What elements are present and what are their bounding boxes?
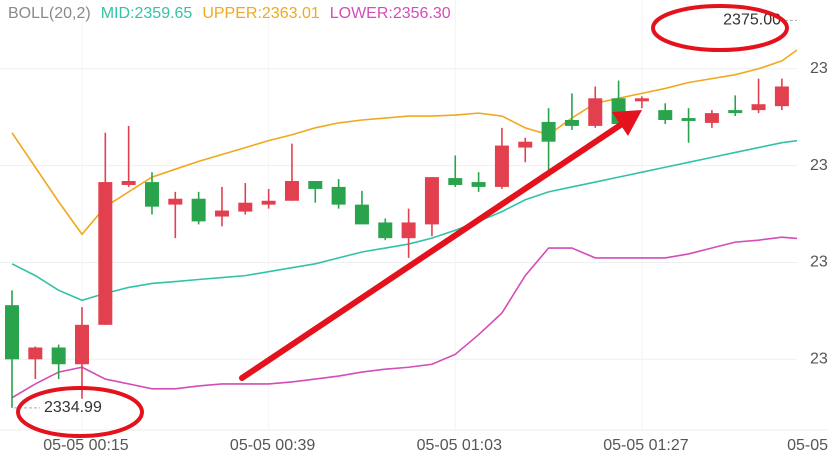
candle-body — [774, 86, 789, 107]
candle-body — [471, 182, 486, 187]
candle-body — [424, 177, 439, 225]
labels: 2340 2350 2360 2370 05-05 00:15 05-05 00:39 05… — [0, 12, 828, 454]
legend: BOLL(20,2) MID:2359.65 UPPER:2363.01 LOWER… — [8, 5, 451, 22]
band-line — [11, 236, 797, 399]
x-tick-label: 05-05 01:03 — [417, 437, 503, 454]
candle-body — [238, 202, 253, 212]
high-circle — [651, 4, 789, 52]
legend-entry: UPPER:2363.01 — [202, 5, 320, 22]
candle-body — [98, 182, 113, 325]
candle-body — [51, 347, 66, 365]
y-tick-label: 2360 — [810, 157, 828, 174]
legend-entry: MID:2359.65 — [101, 5, 193, 22]
x-tick-label: 05-05 00:15 — [43, 437, 129, 454]
candle-body — [354, 204, 369, 225]
band-line — [11, 49, 797, 236]
candle-body — [634, 98, 649, 102]
trend-arrow-shaft — [239, 121, 625, 381]
x-tick-label: 05-05 01:27 — [603, 437, 689, 454]
candle-body — [751, 104, 766, 111]
x-tick-label: 05-05 — [787, 437, 828, 454]
candle-body — [494, 145, 509, 187]
high-label: 2375.00 — [723, 12, 781, 29]
low-circle — [16, 386, 144, 438]
grid — [0, 0, 797, 430]
candle-body — [214, 210, 229, 217]
candle-body — [704, 113, 719, 123]
y-tick-label: 2350 — [810, 254, 828, 271]
annotation — [16, 4, 789, 438]
candle-body — [5, 305, 19, 360]
y-tick-label: 2370 — [810, 60, 828, 77]
candle-body — [331, 186, 346, 205]
candle-body — [541, 121, 556, 142]
candle-body — [658, 110, 673, 120]
candle-body — [448, 178, 463, 185]
candle-body — [308, 181, 323, 189]
candle-body — [74, 324, 89, 365]
candles — [5, 78, 789, 408]
candle-body — [144, 182, 159, 207]
candle-body — [681, 118, 696, 121]
candle-body — [191, 198, 206, 222]
candle-body — [261, 200, 276, 205]
candle-body — [518, 141, 533, 148]
y-tick-label: 2340 — [810, 351, 828, 368]
candle-body — [728, 110, 743, 114]
legend-entry: LOWER:2356.30 — [330, 5, 451, 22]
candle-body — [401, 222, 416, 239]
candle-body — [378, 222, 393, 239]
candle-body — [168, 198, 183, 205]
low-label: 2334.99 — [44, 399, 102, 416]
legend-indicator: BOLL(20,2) — [8, 5, 91, 22]
candle-body — [564, 119, 579, 126]
candle-body — [121, 181, 136, 185]
trend-arrow-head — [612, 110, 642, 136]
candle-body — [588, 98, 603, 126]
x-tick-label: 05-05 00:39 — [230, 437, 316, 454]
candle-body — [28, 347, 43, 360]
candle-body — [284, 181, 299, 201]
